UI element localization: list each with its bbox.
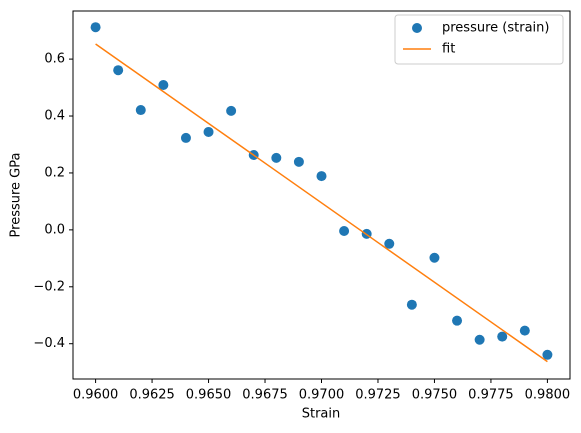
point [429, 252, 440, 263]
point [226, 105, 237, 116]
y-tick-label: 0.6 [44, 52, 65, 67]
x-axis-label: Strain [302, 407, 341, 422]
point [113, 65, 124, 76]
point [406, 299, 417, 310]
point [135, 105, 146, 116]
point [293, 156, 304, 167]
point [158, 79, 169, 90]
point [316, 171, 327, 182]
point [384, 238, 395, 249]
point [452, 315, 463, 326]
y-axis-label: Pressure GPa [9, 153, 24, 238]
y-tick-label: 0.0 [44, 222, 65, 237]
y-tick-label: 0.4 [44, 109, 65, 124]
y-tick-label: −0.4 [33, 336, 65, 351]
point [271, 152, 282, 163]
point [339, 226, 350, 237]
legend-label: pressure (strain) [442, 21, 549, 36]
point [90, 22, 101, 33]
x-tick-label: 0.9650 [186, 388, 232, 403]
axes-frame [72, 10, 571, 380]
point [474, 334, 485, 345]
y-tick-label: −0.2 [33, 279, 65, 294]
x-tick-label: 0.9725 [355, 388, 401, 403]
legend-box [394, 14, 564, 65]
legend-label: fit [442, 42, 455, 57]
x-tick-label: 0.9600 [73, 388, 119, 403]
point [180, 132, 191, 143]
y-tick-label: 0.2 [44, 165, 65, 180]
point [497, 331, 508, 342]
x-tick-label: 0.9750 [412, 388, 458, 403]
point [519, 325, 530, 336]
x-tick-label: 0.9775 [468, 388, 514, 403]
fit-line [95, 43, 548, 363]
point [203, 126, 214, 137]
x-tick-label: 0.9625 [129, 388, 175, 403]
x-tick-label: 0.9675 [242, 388, 288, 403]
legend-marker [412, 23, 422, 33]
x-tick-label: 0.9800 [525, 388, 571, 403]
point [542, 349, 553, 360]
x-tick-label: 0.9700 [299, 388, 345, 403]
